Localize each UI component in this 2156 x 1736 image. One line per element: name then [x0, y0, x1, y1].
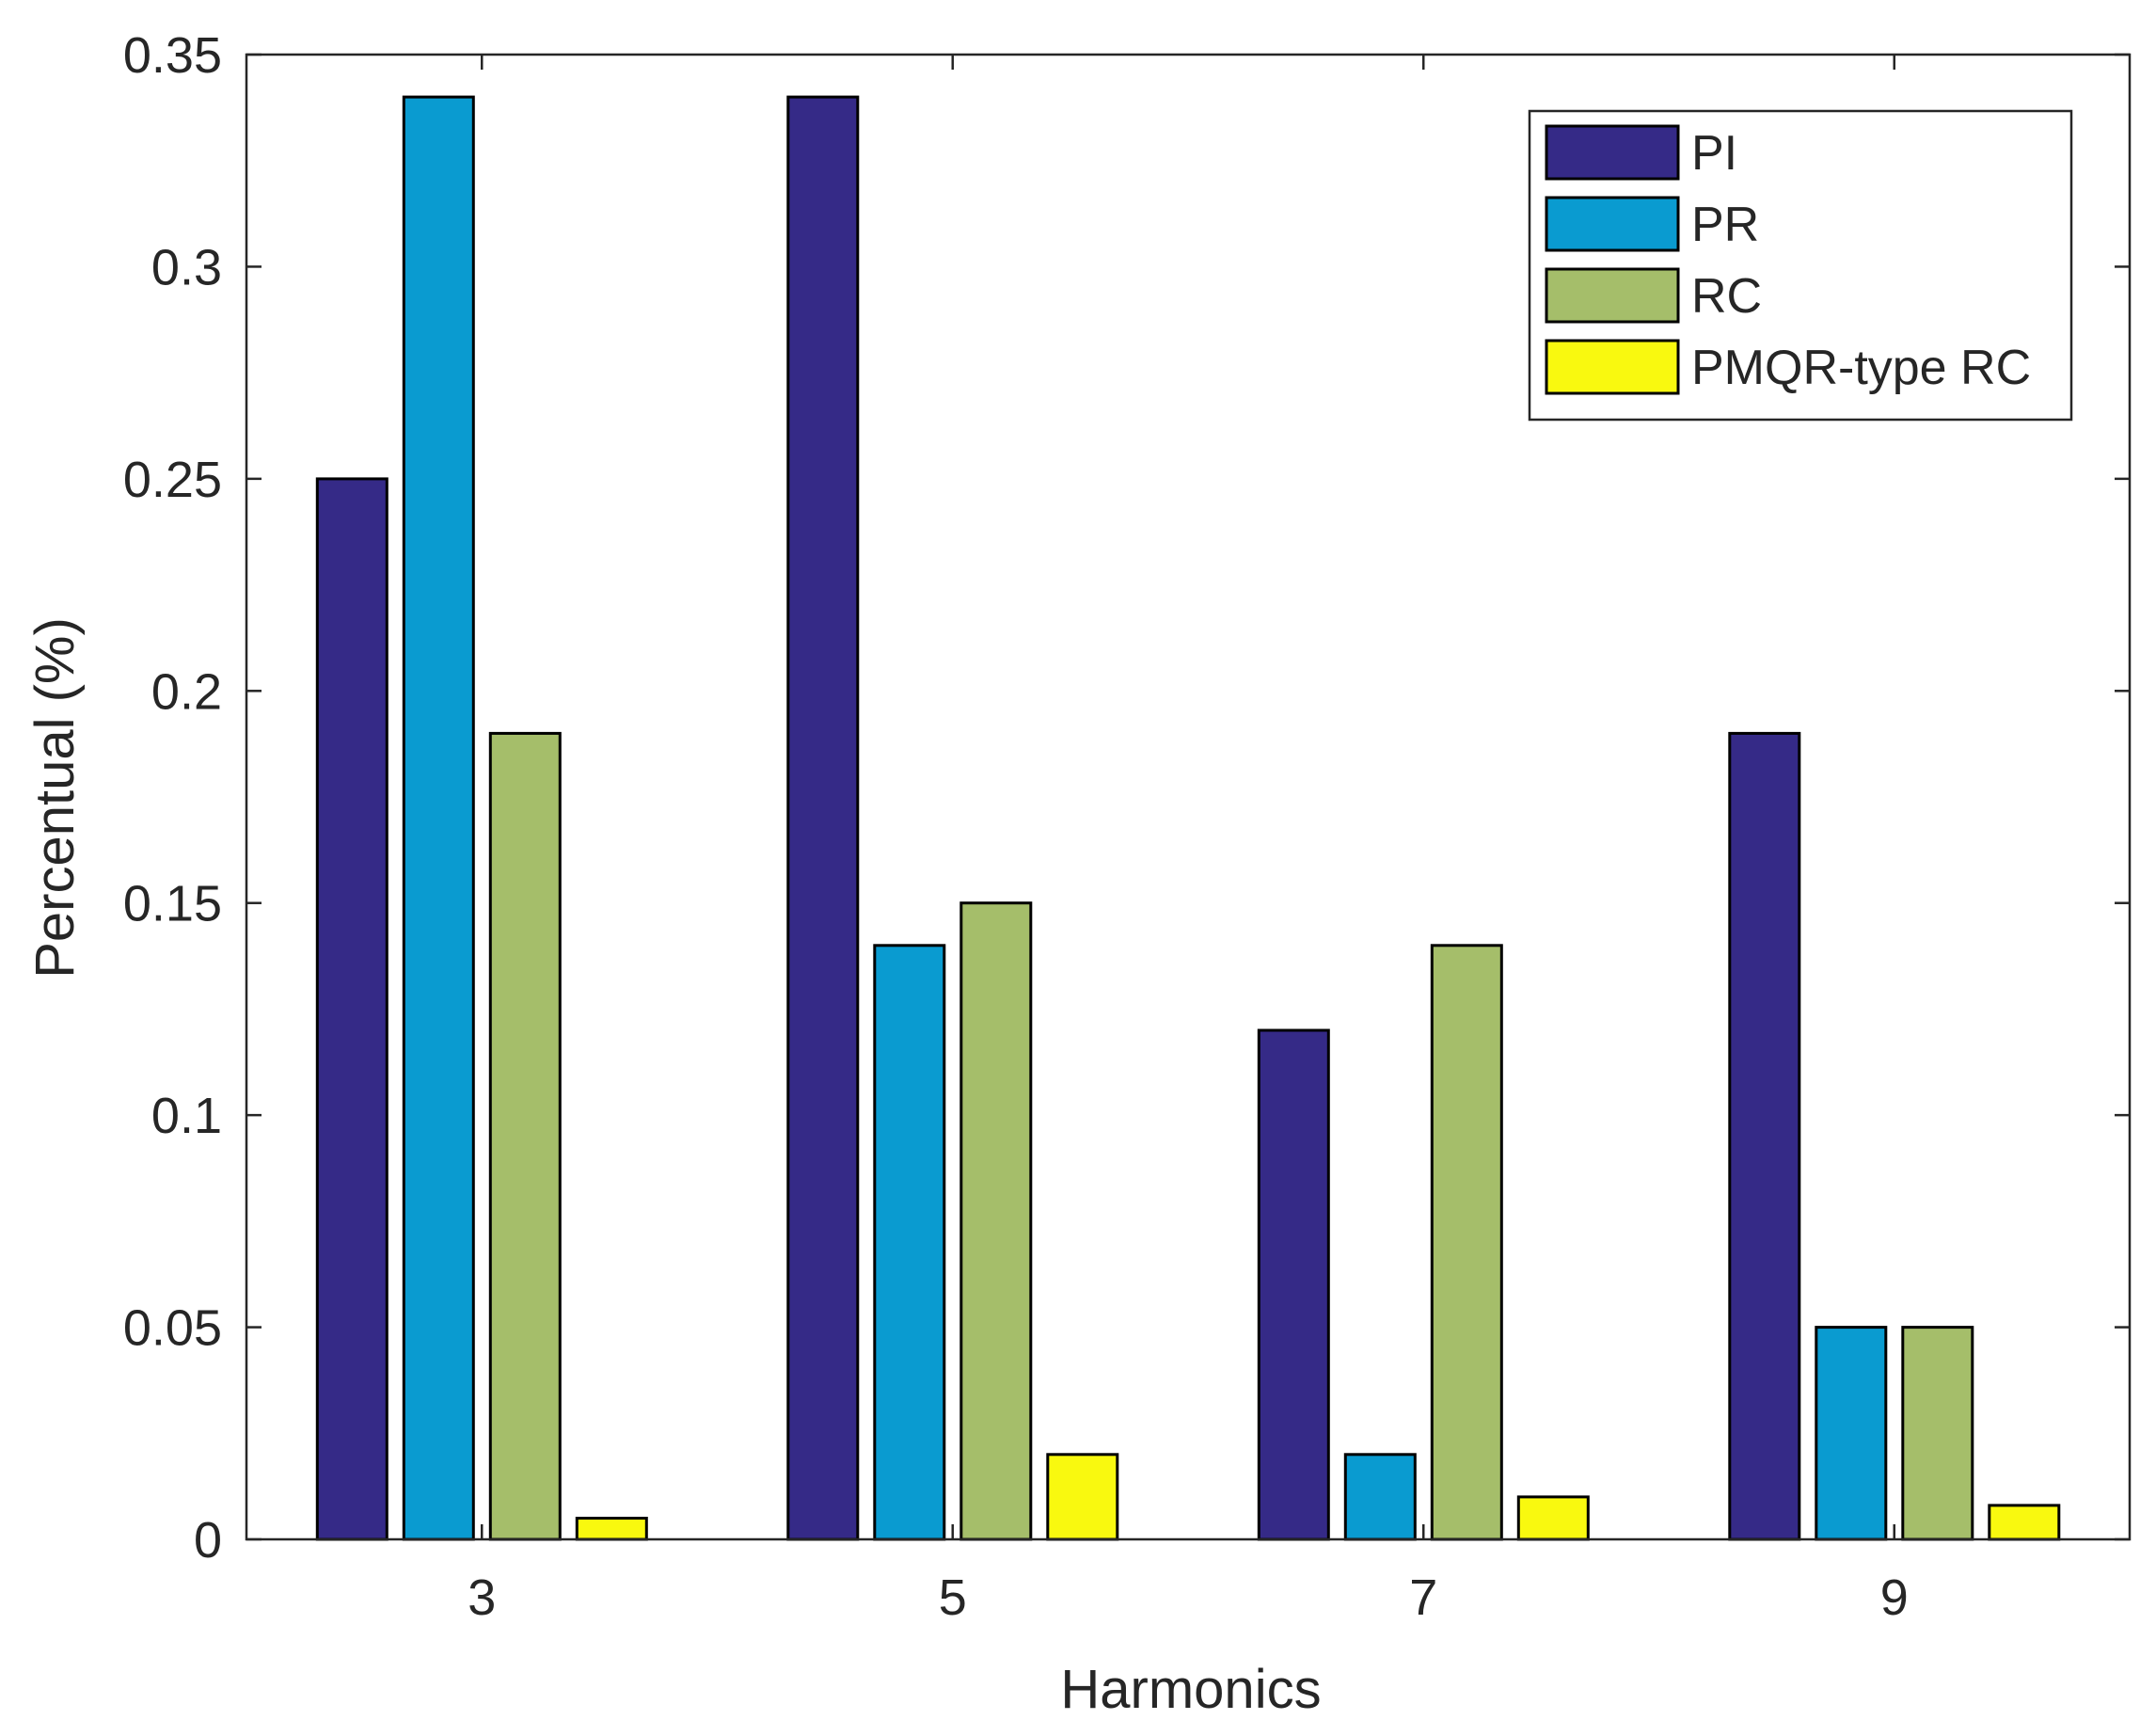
bar-pmqr-type-rc-3 — [575, 1517, 648, 1541]
bar-pi-9 — [1728, 731, 1801, 1541]
y-tick-label: 0.1 — [151, 1088, 222, 1144]
x-tick-label: 5 — [939, 1569, 967, 1626]
bar-rc-5 — [959, 901, 1033, 1541]
y-axis-label: Percentual (%) — [24, 617, 86, 979]
bar-pmqr-type-rc-5 — [1046, 1453, 1119, 1541]
bar-rc-3 — [488, 731, 562, 1541]
axes-layer: 0 0.05 0.1 0.15 0.2 0.25 0.3 0.35 3 5 7 9 — [123, 27, 2132, 1626]
bar-pi-7 — [1257, 1028, 1330, 1541]
legend-swatch-rc — [1545, 267, 1680, 324]
y-tick-label: 0.2 — [151, 663, 222, 720]
legend-label-pi: PI — [1691, 126, 1737, 181]
x-tick-label: 7 — [1409, 1569, 1437, 1626]
y-tick-label: 0.3 — [151, 239, 222, 295]
bars-layer — [315, 95, 2061, 1541]
x-axis-label: Harmonics — [1060, 1659, 1321, 1720]
y-tick-label: 0 — [194, 1512, 222, 1569]
y-tick-label: 0.35 — [123, 27, 222, 84]
y-tick-label: 0.05 — [123, 1300, 222, 1357]
legend-swatch-pi — [1545, 124, 1680, 181]
bar-pi-3 — [315, 477, 388, 1541]
legend-label-pr: PR — [1691, 198, 1759, 252]
legend: PI PR RC PMQR-type RC — [1528, 109, 2073, 422]
y-tick-label: 0.25 — [123, 452, 222, 508]
bar-pi-5 — [786, 95, 860, 1541]
x-tick-label: 3 — [468, 1569, 496, 1626]
bar-pr-9 — [1815, 1326, 1888, 1541]
legend-swatch-pmqr-type-rc — [1545, 339, 1680, 395]
y-tick-label: 0.15 — [123, 876, 222, 932]
legend-label-rc: RC — [1691, 269, 1762, 324]
bar-rc-9 — [1901, 1326, 1974, 1541]
legend-label-pmqr-type-rc: PMQR-type RC — [1691, 341, 2031, 395]
bar-rc-7 — [1430, 944, 1503, 1541]
bar-pr-3 — [402, 95, 475, 1541]
bar-pr-5 — [873, 944, 946, 1541]
bar-pmqr-type-rc-7 — [1516, 1495, 1590, 1541]
plot-frame — [245, 53, 2132, 1541]
legend-swatch-pr — [1545, 196, 1680, 252]
bar-pr-7 — [1343, 1453, 1417, 1541]
x-tick-label: 9 — [1880, 1569, 1909, 1626]
bar-pmqr-type-rc-9 — [1988, 1504, 2061, 1541]
